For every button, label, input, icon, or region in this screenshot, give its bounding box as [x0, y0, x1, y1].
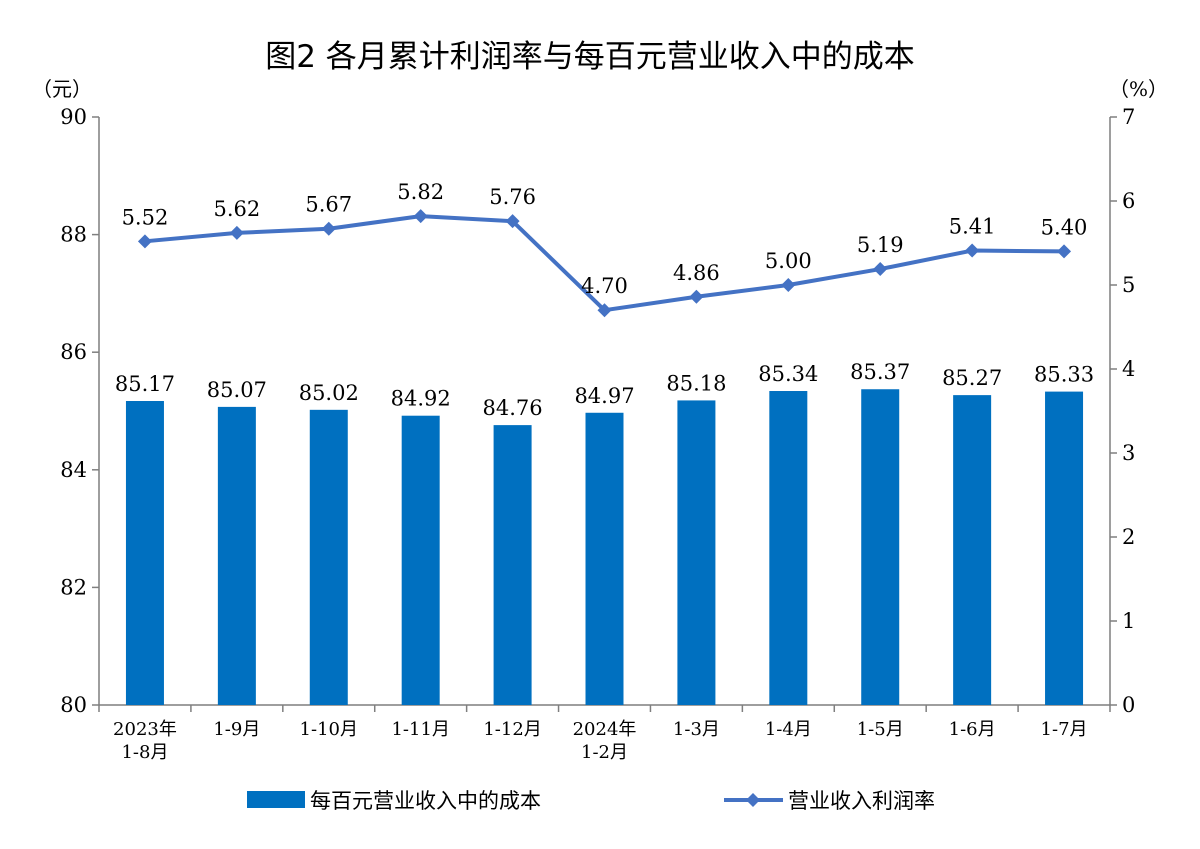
legend: 每百元营业收入中的成本 营业收入利润率: [247, 789, 935, 813]
right-tick-label: 5: [1122, 273, 1135, 297]
line-point-marker: [873, 262, 888, 277]
left-tick-label: 90: [60, 105, 87, 129]
bar: [217, 406, 256, 705]
line-data-label: 5.62: [213, 197, 260, 221]
bar: [493, 425, 532, 705]
line-data-label: 5.67: [305, 193, 352, 217]
bar: [1045, 391, 1084, 705]
line-point-marker: [1057, 244, 1072, 259]
bar-data-label: 85.07: [207, 378, 267, 402]
bar-series: 85.17 85.07 85.02 84.92 84.76 84.97 85.18 85.34…: [115, 360, 1094, 705]
line-data-label: 5.76: [489, 185, 536, 209]
legend-bar-label: 每百元营业收入中的成本: [310, 789, 541, 813]
line-point-marker: [137, 234, 152, 249]
line-point-marker: [965, 243, 980, 258]
left-tick-label: 88: [60, 223, 87, 247]
bar-data-label: 85.27: [942, 366, 1002, 390]
legend-bar-swatch: [247, 791, 305, 808]
category-label: 2024年: [573, 719, 637, 740]
category-label: 1-6月: [949, 719, 996, 740]
category-label: 1-7月: [1041, 719, 1088, 740]
line-data-label: 4.86: [673, 261, 720, 285]
category-label: 1-8月: [121, 742, 168, 763]
bar: [953, 395, 992, 705]
right-tick-label: 7: [1122, 105, 1135, 129]
category-label: 1-10月: [300, 719, 358, 740]
category-label: 1-5月: [857, 719, 904, 740]
category-label: 1-9月: [213, 719, 260, 740]
line-point-marker: [505, 214, 520, 229]
legend-line-label: 营业收入利润率: [788, 789, 935, 813]
bar-data-label: 85.33: [1034, 363, 1094, 387]
bar-data-label: 84.76: [483, 396, 543, 420]
chart-title: 图2 各月累计利润率与每百元营业收入中的成本: [265, 39, 915, 75]
line-data-label: 5.19: [857, 233, 904, 257]
bar: [677, 400, 716, 705]
line-point-marker: [689, 289, 704, 304]
category-label: 1-4月: [765, 719, 812, 740]
left-tick-label: 84: [60, 458, 87, 482]
line-data-label: 5.41: [949, 215, 996, 239]
legend-line-marker: [746, 793, 760, 807]
line-data-label: 5.52: [122, 205, 169, 229]
bar: [401, 415, 440, 705]
right-tick-label: 3: [1122, 441, 1135, 465]
line-point-marker: [321, 221, 336, 236]
line-data-label: 5.00: [765, 249, 812, 273]
category-label: 1-2月: [581, 742, 628, 763]
line-series: 5.52 5.62 5.67 5.82 5.76 4.70 4.86 5.00 5.19 5.41…: [122, 180, 1088, 318]
left-tick-label: 82: [60, 575, 87, 599]
category-label: 1-12月: [483, 719, 541, 740]
category-label: 1-3月: [673, 719, 720, 740]
axes: 80 82 84 86 88 90 0 1 2 3 4 5 6 7: [60, 105, 1135, 717]
bar-data-label: 85.02: [299, 381, 359, 405]
right-tick-label: 6: [1122, 189, 1135, 213]
left-tick-label: 86: [60, 340, 87, 364]
bar-data-label: 85.34: [758, 362, 818, 386]
line-point-marker: [229, 225, 244, 240]
bar: [125, 401, 164, 705]
right-tick-label: 0: [1122, 693, 1135, 717]
bar-data-label: 84.97: [574, 384, 634, 408]
left-tick-label: 80: [60, 693, 87, 717]
bar: [861, 389, 900, 705]
bar: [769, 391, 808, 705]
left-axis-unit: （元）: [32, 77, 92, 101]
bar: [309, 409, 348, 705]
right-tick-label: 4: [1122, 357, 1135, 381]
line-point-marker: [597, 303, 612, 318]
bar-data-label: 85.17: [115, 372, 175, 396]
line-data-label: 4.70: [581, 274, 628, 298]
bar: [585, 412, 624, 705]
bar-data-label: 84.92: [391, 387, 451, 411]
right-tick-label: 2: [1122, 525, 1135, 549]
right-axis-unit: （%）: [1109, 77, 1168, 101]
line-data-label: 5.40: [1041, 215, 1088, 239]
line-point-marker: [413, 209, 428, 224]
bar-data-label: 85.37: [850, 360, 910, 384]
bar-data-label: 85.18: [666, 371, 726, 395]
category-label: 2023年: [113, 719, 177, 740]
category-label: 1-11月: [391, 719, 449, 740]
right-tick-label: 1: [1122, 609, 1135, 633]
line-data-label: 5.82: [397, 180, 444, 204]
line-point-marker: [781, 278, 796, 292]
